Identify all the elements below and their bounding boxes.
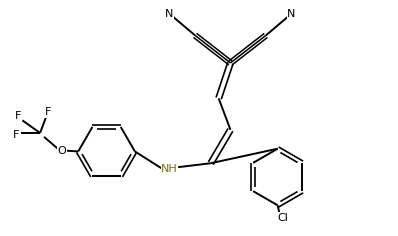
Text: O: O bbox=[57, 146, 66, 156]
Text: F: F bbox=[15, 111, 21, 122]
Text: N: N bbox=[287, 9, 296, 19]
Text: NH: NH bbox=[161, 164, 178, 174]
Text: F: F bbox=[13, 130, 20, 140]
Text: F: F bbox=[45, 107, 51, 118]
Text: N: N bbox=[165, 9, 174, 19]
Text: Cl: Cl bbox=[277, 213, 288, 223]
